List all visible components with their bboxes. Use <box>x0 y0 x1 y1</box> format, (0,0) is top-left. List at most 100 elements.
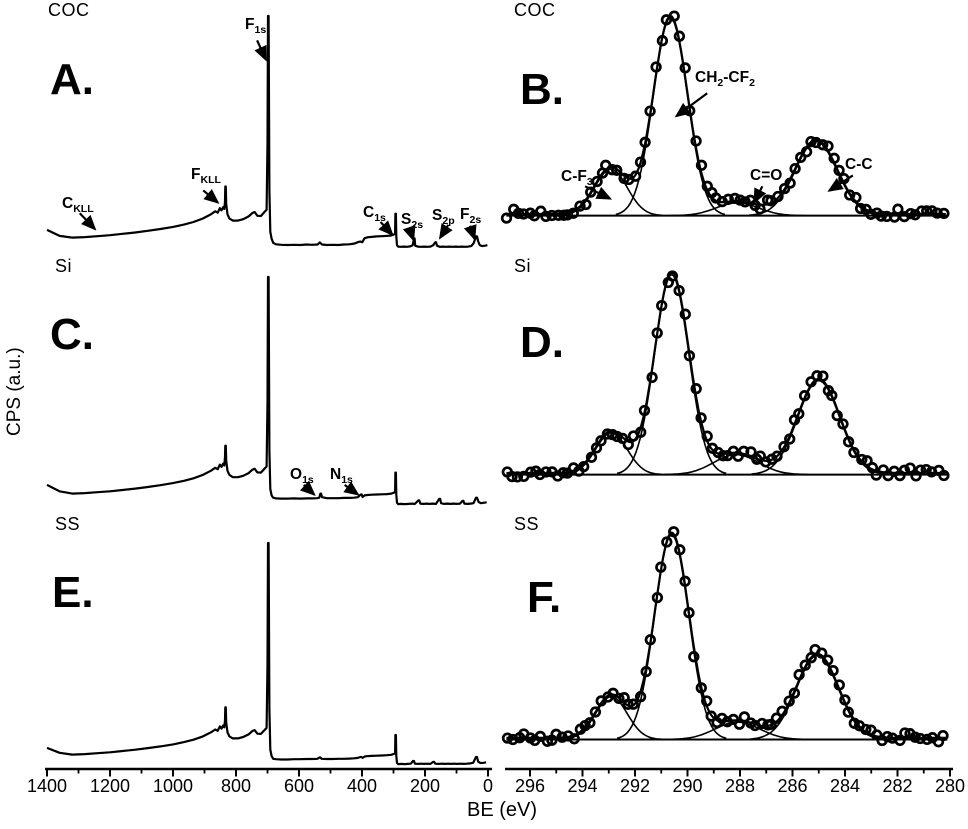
data-point <box>716 195 728 208</box>
data-point <box>679 575 691 587</box>
tick-label: 1200 <box>90 776 130 796</box>
data-point <box>661 536 673 548</box>
data-point <box>589 706 602 718</box>
data-point <box>842 706 854 718</box>
panel-c-sample-label: Si <box>55 256 73 276</box>
peak-label-n-1s: N1s <box>330 466 353 487</box>
panel-e-letter: E. <box>52 568 94 617</box>
data-point <box>722 193 734 205</box>
x-axis-title: BE (eV) <box>466 799 538 821</box>
data-point <box>580 198 592 211</box>
peak-arrow-o-1s <box>299 480 316 497</box>
tick-label: 284 <box>830 776 860 796</box>
data-point <box>644 105 656 117</box>
peak-arrow-s-2s <box>402 225 416 242</box>
data-point <box>655 561 667 573</box>
data-point <box>754 203 766 215</box>
peak-label-f-2s: F2s <box>460 206 482 227</box>
data-point <box>650 61 662 73</box>
panel-a-letter: A. <box>50 55 94 104</box>
peak-label-s-2p: S2p <box>432 207 455 228</box>
data-point <box>776 705 788 717</box>
peak-arrow-c-1s <box>378 220 394 237</box>
data-point <box>865 208 877 220</box>
data-point <box>695 682 707 694</box>
data-point <box>635 426 647 438</box>
data-point <box>679 62 691 74</box>
data-point <box>613 692 625 705</box>
data-point <box>837 418 849 430</box>
panel-d-sample-label: Si <box>514 256 532 276</box>
data-point <box>798 390 811 402</box>
data-point <box>854 202 867 215</box>
data-point <box>568 733 580 745</box>
data-point <box>848 446 860 459</box>
tick-label: 400 <box>347 776 377 796</box>
data-point <box>816 647 828 659</box>
fit-envelope-d <box>506 271 946 475</box>
data-point <box>606 164 618 176</box>
data-point <box>656 35 669 47</box>
data-point <box>646 371 658 384</box>
data-point <box>793 408 805 420</box>
panel-e-sample-label: SS <box>55 514 81 534</box>
data-point <box>688 651 700 663</box>
peak-arrow-c-c <box>827 174 854 192</box>
data-point <box>656 299 668 312</box>
data-point <box>739 196 751 208</box>
data-point <box>611 430 623 443</box>
data-points-f <box>501 526 949 748</box>
data-point <box>591 175 603 188</box>
peak-label-s-2s: S2s <box>401 211 424 232</box>
tick-label: 282 <box>882 776 912 796</box>
data-point <box>673 30 686 42</box>
peak-arrow-c-f3 <box>584 185 613 200</box>
peak-arrow-ch2-cf2 <box>674 92 708 118</box>
data-point <box>540 466 552 478</box>
data-point <box>772 190 784 203</box>
data-point <box>833 164 845 177</box>
data-point <box>799 659 811 671</box>
panel-b-letter: B. <box>520 65 564 114</box>
data-point <box>556 731 568 743</box>
data-point <box>805 135 817 148</box>
fit-component-c-o-f <box>666 721 809 741</box>
peak-arrow-f-1s <box>254 39 267 62</box>
data-point <box>822 140 834 152</box>
data-point <box>611 164 623 176</box>
data-point <box>557 467 569 479</box>
data-point <box>618 172 630 185</box>
survey-curve-a <box>46 14 488 248</box>
data-point <box>668 10 680 22</box>
panel-c-letter: C. <box>50 310 94 359</box>
data-point <box>938 469 950 482</box>
data-point <box>627 698 639 710</box>
data-point <box>651 591 664 604</box>
data-point <box>601 428 614 440</box>
y-axis-title: CPS (a.u.) <box>4 347 25 436</box>
peak-label-f-kll: FKLL <box>191 166 221 187</box>
data-point <box>673 284 685 297</box>
peak-arrow-s-2p <box>438 223 453 240</box>
data-point <box>771 450 783 462</box>
data-point <box>937 729 949 742</box>
data-point <box>695 159 708 171</box>
data-point <box>875 210 887 222</box>
data-point <box>842 436 855 448</box>
data-point <box>567 207 579 219</box>
data-point <box>629 170 642 182</box>
data-point <box>729 192 741 205</box>
tick-label: 200 <box>410 776 440 796</box>
data-point <box>826 389 838 402</box>
data-point <box>860 723 872 736</box>
data-point <box>666 270 679 282</box>
peak-arrow-f-2s <box>463 224 477 241</box>
data-point <box>738 711 751 723</box>
data-point <box>770 712 783 724</box>
data-point <box>651 327 663 339</box>
survey-curve-e <box>46 541 487 766</box>
tick-label: 280 <box>935 776 965 796</box>
tick-label: 288 <box>725 776 755 796</box>
